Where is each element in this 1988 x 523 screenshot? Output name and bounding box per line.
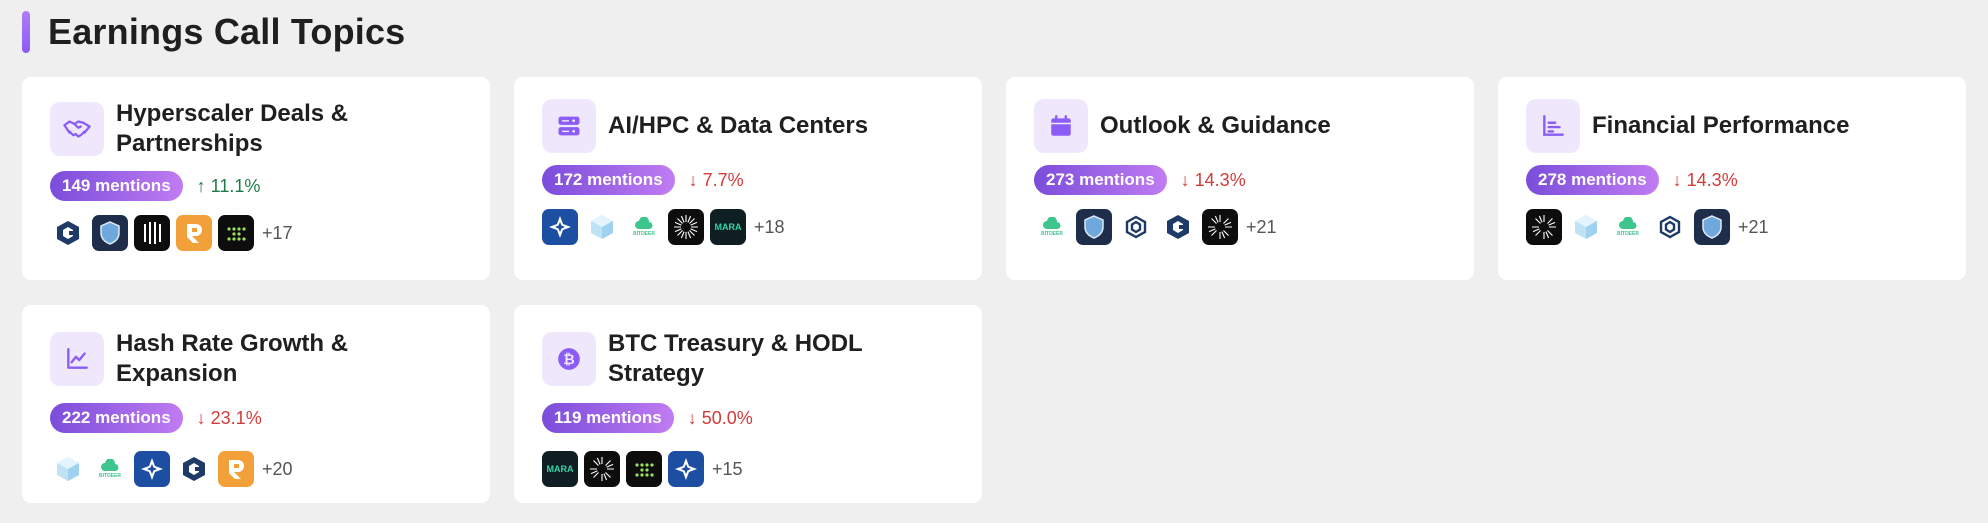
bitdeer-logo[interactable]: BITDEER <box>92 451 128 487</box>
hexagon-c-logo[interactable] <box>1160 209 1196 245</box>
handshake-icon <box>50 102 104 156</box>
topic-title: Hash Rate Growth & Expansion <box>116 330 349 387</box>
mentions-badge: 278 mentions <box>1526 165 1659 195</box>
more-count[interactable]: +18 <box>754 216 785 237</box>
company-logos: BITDEER MARA +18 <box>542 209 954 245</box>
mentions-badge: 119 mentions <box>542 403 674 433</box>
r-logo[interactable] <box>218 451 254 487</box>
mentions-badge: 149 mentions <box>50 171 183 201</box>
change-indicator: ↓ 14.3% <box>1180 169 1246 190</box>
calendar-icon <box>1034 99 1088 153</box>
topic-title: Financial Performance <box>1592 112 1850 139</box>
more-count[interactable]: +21 <box>1738 216 1769 237</box>
cube-logo[interactable] <box>584 209 620 245</box>
change-indicator: ↓ 14.3% <box>1672 169 1738 190</box>
topic-card-outlook[interactable]: Outlook & Guidance 273 mentions ↓ 14.3% … <box>1006 77 1474 280</box>
grid-dots-logo[interactable] <box>134 215 170 251</box>
shield-logo[interactable] <box>1076 209 1112 245</box>
cube-logo[interactable] <box>1568 209 1604 245</box>
topic-title: BTC Treasury & HODL Strategy <box>608 330 863 387</box>
company-logos: BITDEER +21 <box>1526 209 1938 245</box>
topic-title: Outlook & Guidance <box>1100 112 1331 139</box>
topic-card-btc-treasury[interactable]: ₿ BTC Treasury & HODL Strategy 119 menti… <box>514 305 982 503</box>
burst-logo[interactable] <box>668 209 704 245</box>
outline-hex-logo[interactable] <box>1652 209 1688 245</box>
change-indicator: ↓ 50.0% <box>687 407 753 428</box>
page-title: Earnings Call Topics <box>48 11 406 52</box>
company-logos: BITDEER +21 <box>1034 209 1446 245</box>
star-logo[interactable] <box>134 451 170 487</box>
bitdeer-logo[interactable]: BITDEER <box>626 209 662 245</box>
more-count[interactable]: +15 <box>712 458 743 479</box>
change-indicator: ↑ 11.1% <box>196 175 261 196</box>
mentions-badge: 273 mentions <box>1034 165 1167 195</box>
topic-card-financial[interactable]: Financial Performance 278 mentions ↓ 14.… <box>1498 77 1966 280</box>
more-count[interactable]: +20 <box>262 458 293 479</box>
more-count[interactable]: +21 <box>1246 216 1277 237</box>
r-logo[interactable] <box>176 215 212 251</box>
company-logos: BITDEER +20 <box>50 451 462 487</box>
green-dots-logo[interactable] <box>218 215 254 251</box>
hexagon-c-logo[interactable] <box>176 451 212 487</box>
burst-logo[interactable] <box>584 451 620 487</box>
more-count[interactable]: +17 <box>262 222 293 243</box>
star-logo[interactable] <box>542 209 578 245</box>
section-header: Earnings Call Topics <box>22 10 405 54</box>
change-indicator: ↓ 23.1% <box>196 407 262 428</box>
burst-logo[interactable] <box>1526 209 1562 245</box>
mentions-badge: 172 mentions <box>542 165 675 195</box>
mara-logo[interactable]: MARA <box>542 451 578 487</box>
mentions-badge: 222 mentions <box>50 403 183 433</box>
bitdeer-logo[interactable]: BITDEER <box>1610 209 1646 245</box>
green-dots-logo[interactable] <box>626 451 662 487</box>
svg-text:₿: ₿ <box>563 352 574 368</box>
bar-chart-icon <box>1526 99 1580 153</box>
mara-logo[interactable]: MARA <box>710 209 746 245</box>
company-logos: +17 <box>50 215 462 251</box>
accent-bar <box>22 11 30 53</box>
company-logos: MARA +15 <box>542 451 954 487</box>
shield-logo[interactable] <box>1694 209 1730 245</box>
cube-logo[interactable] <box>50 451 86 487</box>
line-chart-icon <box>50 332 104 386</box>
outline-hex-logo[interactable] <box>1118 209 1154 245</box>
server-icon <box>542 99 596 153</box>
topic-title: AI/HPC & Data Centers <box>608 112 869 139</box>
topic-card-hyperscaler[interactable]: Hyperscaler Deals & Partnerships 149 men… <box>22 77 490 280</box>
hexagon-c-logo[interactable] <box>50 215 86 251</box>
topic-title: Hyperscaler Deals & Partnerships <box>116 100 349 157</box>
shield-logo[interactable] <box>92 215 128 251</box>
star-logo[interactable] <box>668 451 704 487</box>
burst-logo[interactable] <box>1202 209 1238 245</box>
bitdeer-logo[interactable]: BITDEER <box>1034 209 1070 245</box>
topic-card-ai-hpc[interactable]: AI/HPC & Data Centers 172 mentions ↓ 7.7… <box>514 77 982 280</box>
change-indicator: ↓ 7.7% <box>688 169 744 190</box>
topic-card-hash-rate[interactable]: Hash Rate Growth & Expansion 222 mention… <box>22 305 490 503</box>
bitcoin-icon: ₿ <box>542 332 596 386</box>
